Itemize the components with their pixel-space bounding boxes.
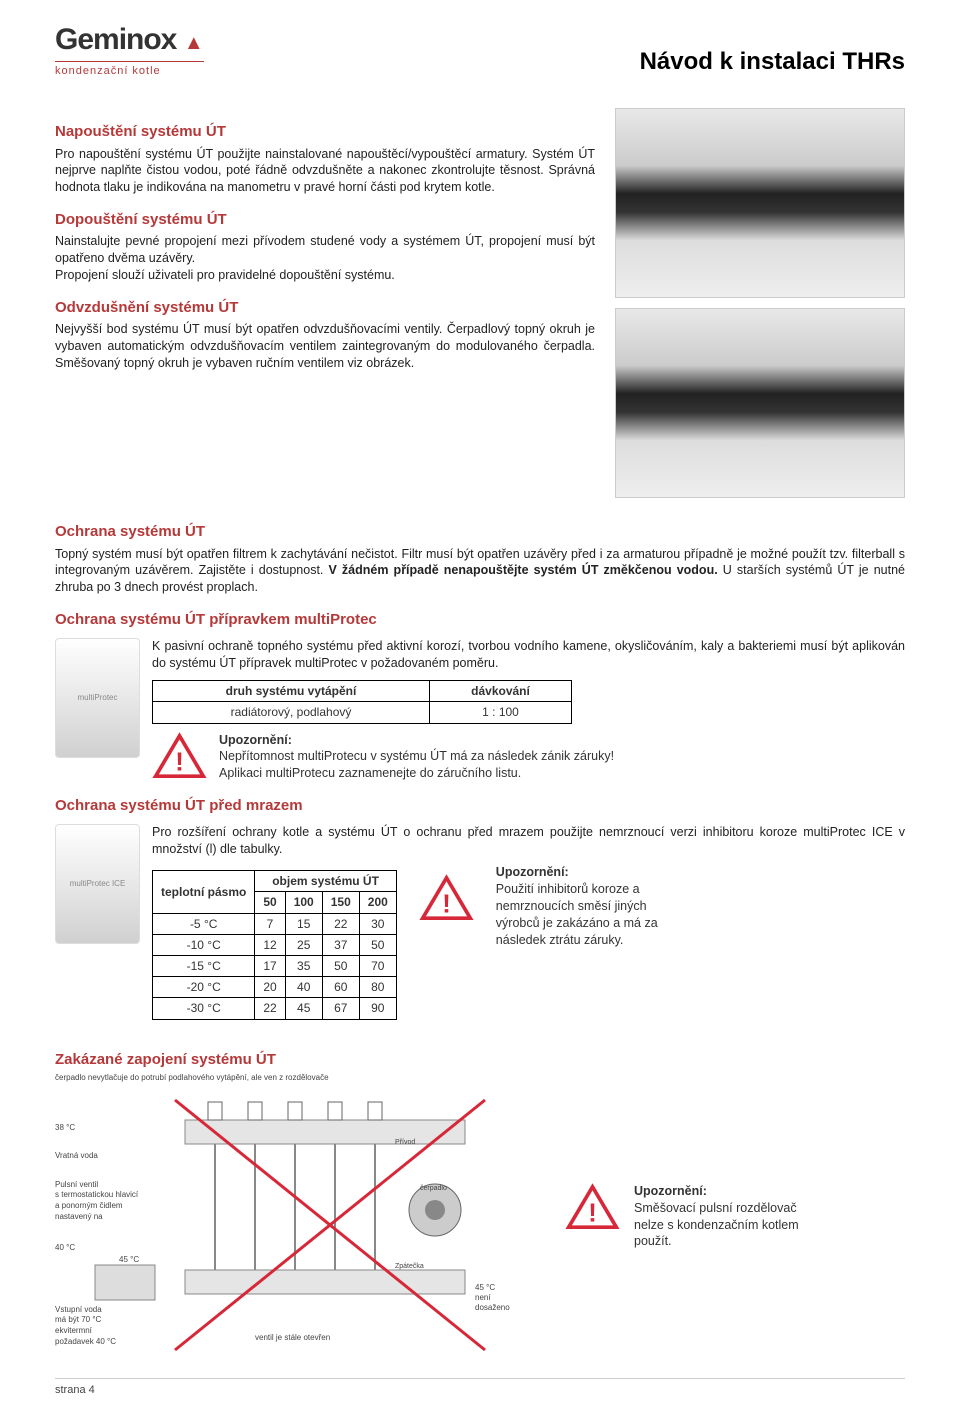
section-title-mraz: Ochrana systému ÚT před mrazem — [55, 796, 905, 816]
section-title-ochrana: Ochrana systému ÚT — [55, 522, 905, 542]
section-body-napousteni: Pro napouštění systému ÚT použijte nains… — [55, 146, 595, 197]
table-cell: 22 — [322, 913, 359, 934]
page-header: Geminox ▲ kondenzační kotle Návod k inst… — [55, 20, 905, 78]
photo-valve — [615, 308, 905, 498]
warning-icon: ! — [565, 1183, 620, 1231]
product-image-multiprotec-ice: multiProtec ICE — [55, 824, 140, 944]
mraz-body: Pro rozšíření ochrany kotle a systému ÚT… — [152, 824, 905, 858]
section-title-dopousteni: Dopouštění systému ÚT — [55, 210, 595, 230]
zakazane-warn-title: Upozornění: — [634, 1183, 814, 1200]
table-cell: 60 — [322, 977, 359, 998]
section-body-odvzdusneni: Nejvyšší bod systému ÚT musí být opatřen… — [55, 321, 595, 372]
multiprotec-table: druh systému vytápění dávkování radiátor… — [152, 680, 572, 723]
warning-icon: ! — [419, 874, 474, 922]
svg-text:!: ! — [442, 891, 451, 919]
table-cell: -20 °C — [153, 977, 255, 998]
table-cell: 50 — [322, 955, 359, 976]
mraz-table: teplotní pásmo objem systému ÚT 50 100 1… — [152, 870, 397, 1019]
mraz-col-100: 100 — [285, 892, 322, 913]
svg-text:45 °C: 45 °C — [119, 1255, 139, 1264]
svg-text:Zpátečka: Zpátečka — [395, 1263, 424, 1270]
mraz-th-vol: objem systému ÚT — [255, 871, 396, 892]
table-cell: 80 — [359, 977, 396, 998]
svg-text:!: ! — [175, 748, 184, 776]
diag-38c: 38 °C — [55, 1123, 75, 1132]
svg-text:není: není — [475, 1293, 491, 1302]
table-cell: 15 — [285, 913, 322, 934]
table-row: -20 °C20406080 — [153, 977, 397, 998]
diag-vratna: Vratná voda — [55, 1151, 98, 1160]
table-cell: -5 °C — [153, 913, 255, 934]
svg-text:čerpadlo: čerpadlo — [420, 1185, 447, 1192]
document-title: Návod k instalaci THRs — [640, 46, 905, 78]
table-cell: 12 — [255, 934, 285, 955]
mp-warn-title: Upozornění: — [219, 732, 614, 749]
section-body-dopousteni: Nainstalujte pevné propojení mezi přívod… — [55, 233, 595, 284]
photo-manometer — [615, 108, 905, 298]
zakazane-warn-body: Směšovací pulsní rozdělovač nelze s kond… — [634, 1200, 814, 1251]
warning-icon: ! — [152, 732, 207, 780]
svg-text:ventil je stále otevřen: ventil je stále otevřen — [255, 1333, 330, 1342]
table-cell: 30 — [359, 913, 396, 934]
product-image-multiprotec: multiProtec — [55, 638, 140, 758]
table-row: -10 °C12253750 — [153, 934, 397, 955]
mraz-col-50: 50 — [255, 892, 285, 913]
mp-warn-l2: Aplikaci multiProtecu zaznamenejte do zá… — [219, 765, 614, 782]
section-title-napousteni: Napouštění systému ÚT — [55, 122, 595, 142]
mp-td-type: radiátorový, podlahový — [153, 702, 430, 723]
section-title-zakazane: Zakázané zapojení systému ÚT — [55, 1050, 905, 1070]
multiprotec-body: K pasivní ochraně topného systému před a… — [152, 638, 905, 672]
table-cell: 67 — [322, 998, 359, 1019]
table-cell: -15 °C — [153, 955, 255, 976]
svg-text:Přívod: Přívod — [395, 1139, 415, 1146]
mp-td-dose: 1 : 100 — [430, 702, 572, 723]
table-cell: 50 — [359, 934, 396, 955]
mp-warn-l1: Nepřítomnost multiProtecu v systému ÚT m… — [219, 748, 614, 765]
table-row: -30 °C22456790 — [153, 998, 397, 1019]
table-cell: -30 °C — [153, 998, 255, 1019]
table-cell: 35 — [285, 955, 322, 976]
flame-icon: ▲ — [184, 32, 204, 54]
mp-th-type: druh systému vytápění — [153, 681, 430, 702]
svg-text:45 °C: 45 °C — [475, 1283, 495, 1292]
table-cell: 90 — [359, 998, 396, 1019]
page-footer: strana 4 — [55, 1378, 905, 1398]
table-cell: 25 — [285, 934, 322, 955]
section-title-odvzdusneni: Odvzdušnění systému ÚT — [55, 298, 595, 318]
logo: Geminox ▲ kondenzační kotle — [55, 20, 204, 78]
table-cell: 37 — [322, 934, 359, 955]
table-cell: 45 — [285, 998, 322, 1019]
mraz-col-150: 150 — [322, 892, 359, 913]
mraz-th-zone: teplotní pásmo — [153, 871, 255, 913]
section-title-multiprotec: Ochrana systému ÚT přípravkem multiProte… — [55, 610, 905, 630]
table-cell: 22 — [255, 998, 285, 1019]
mraz-warn-title: Upozornění: — [496, 864, 676, 881]
diag-40c: 40 °C — [55, 1243, 75, 1252]
mp-th-dose: dávkování — [430, 681, 572, 702]
table-row: -5 °C7152230 — [153, 913, 397, 934]
table-cell: 40 — [285, 977, 322, 998]
zakazane-caption: čerpadlo nevytlačuje do potrubí podlahov… — [55, 1073, 535, 1084]
table-row: -15 °C17355070 — [153, 955, 397, 976]
logo-tagline: kondenzační kotle — [55, 61, 204, 79]
logo-brand: Geminox — [55, 23, 176, 56]
table-cell: 7 — [255, 913, 285, 934]
diag-vstupni-label: Vstupní voda má být 70 °C ekvitermní pož… — [55, 1305, 165, 1348]
mraz-col-200: 200 — [359, 892, 396, 913]
table-cell: 70 — [359, 955, 396, 976]
svg-text:!: ! — [588, 1199, 597, 1227]
table-cell: 17 — [255, 955, 285, 976]
diag-pulsni-label: Pulsní ventil s termostatickou hlavicí a… — [55, 1180, 165, 1223]
table-cell: 20 — [255, 977, 285, 998]
svg-text:dosaženo: dosaženo — [475, 1303, 510, 1312]
section-body-ochrana: Topný systém musí být opatřen filtrem k … — [55, 546, 905, 597]
ochrana-bold: V žádném případě nenapouštějte systém ÚT… — [329, 563, 718, 577]
table-cell: -10 °C — [153, 934, 255, 955]
mraz-warn-body: Použití inhibitorů koroze a nemrznoucích… — [496, 881, 676, 949]
